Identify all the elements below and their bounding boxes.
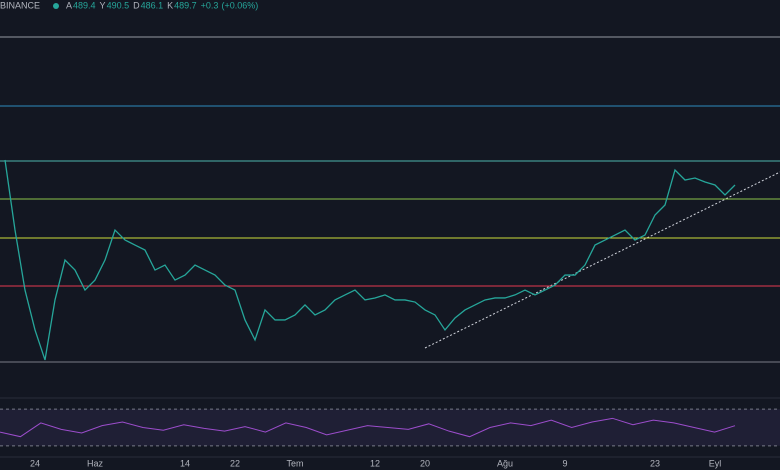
change: +0.3 [201, 0, 219, 10]
status-dot [53, 3, 59, 9]
x-tick-label: Eyl [709, 458, 722, 468]
ohlc-value: 490.5 [107, 0, 130, 10]
ohlc-value: 489.4 [73, 0, 96, 10]
ohlc-label: Y [100, 0, 106, 10]
ohlc-value: 489.7 [174, 0, 197, 10]
ohlc-label: K [167, 0, 173, 10]
x-tick-label: 24 [30, 458, 40, 468]
x-tick-label: Tem [286, 458, 303, 468]
exchange: BINANCE [0, 0, 40, 10]
ohlc-label: A [66, 0, 72, 10]
x-tick-label: 9 [562, 458, 567, 468]
x-tick-label: Haz [87, 458, 104, 468]
ohlc-value: 486.1 [141, 0, 164, 10]
x-tick-label: 14 [180, 458, 190, 468]
x-tick-label: Ağu [497, 458, 513, 468]
price-line [4, 159, 736, 361]
change-pct: (+0.06%) [221, 0, 258, 10]
x-tick-label: 23 [650, 458, 660, 468]
x-tick-label: 12 [370, 458, 380, 468]
x-tick-label: 20 [420, 458, 430, 468]
rsi-line [0, 417, 736, 438]
x-tick-label: 22 [230, 458, 240, 468]
ohlc-label: D [133, 0, 140, 10]
